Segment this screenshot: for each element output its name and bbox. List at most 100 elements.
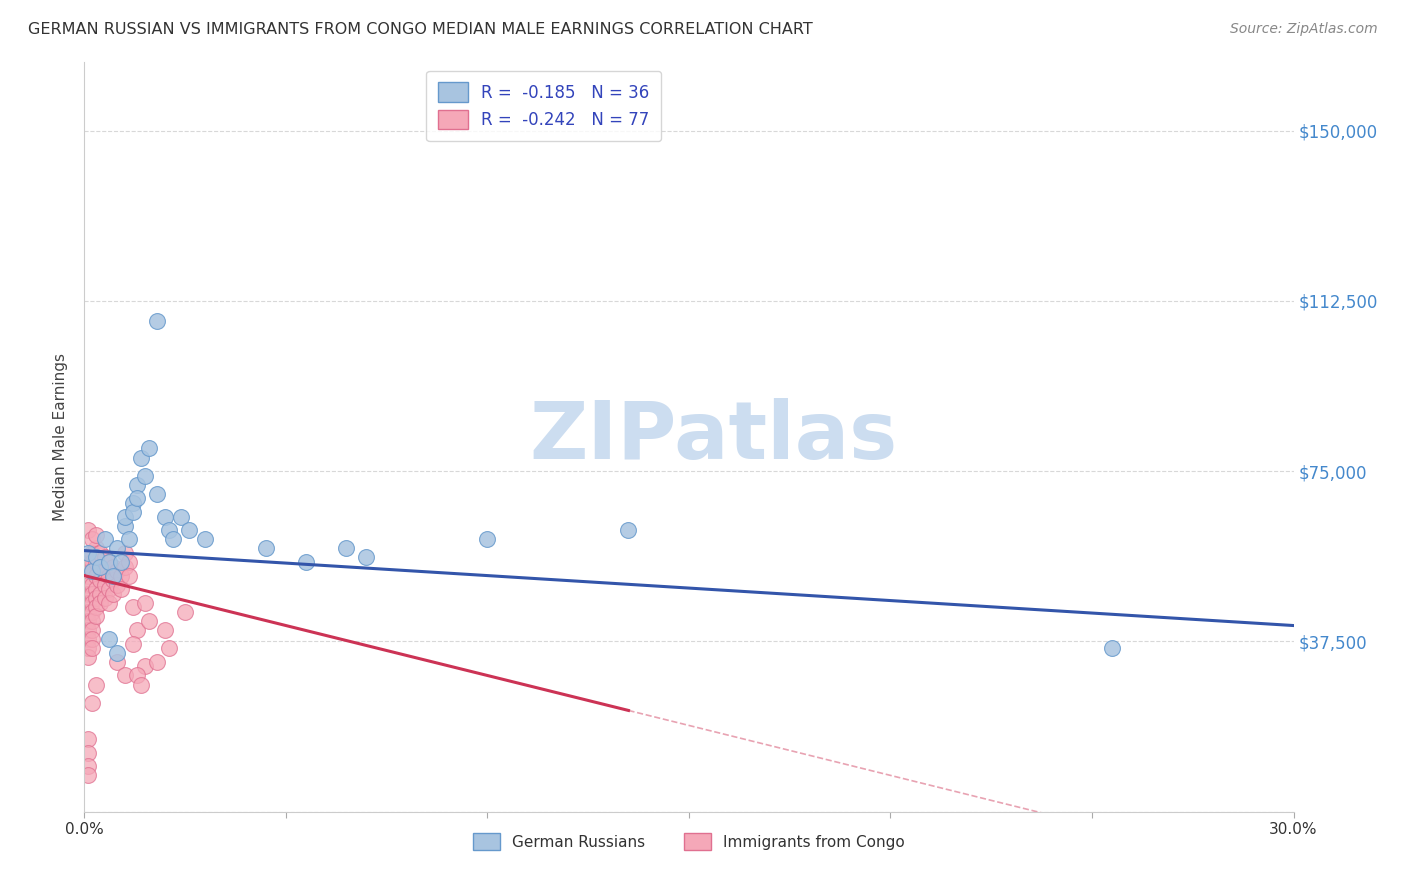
Point	[121, 505, 143, 519]
Text: Source: ZipAtlas.com: Source: ZipAtlas.com	[1230, 22, 1378, 37]
Point	[146, 487, 169, 501]
Point	[105, 646, 128, 660]
Point	[153, 509, 176, 524]
Point	[125, 623, 148, 637]
Text: ZIPatlas: ZIPatlas	[529, 398, 897, 476]
Point	[93, 564, 115, 578]
Point	[97, 632, 120, 647]
Point	[82, 614, 104, 628]
Point	[77, 596, 100, 610]
Point	[89, 559, 111, 574]
Point	[114, 509, 136, 524]
Point	[121, 637, 143, 651]
Point	[97, 555, 120, 569]
Point	[335, 541, 357, 556]
Point	[114, 668, 136, 682]
Point	[86, 568, 108, 582]
Point	[89, 596, 111, 610]
Point	[97, 555, 120, 569]
Point	[105, 655, 128, 669]
Point	[82, 546, 104, 560]
Point	[101, 587, 124, 601]
Point	[82, 596, 104, 610]
Point	[89, 587, 111, 601]
Point	[86, 591, 108, 606]
Point	[134, 596, 156, 610]
Point	[295, 555, 318, 569]
Point	[110, 582, 132, 597]
Point	[118, 533, 141, 547]
Point	[146, 655, 169, 669]
Point	[477, 533, 499, 547]
Point	[82, 623, 104, 637]
Point	[179, 523, 201, 537]
Point	[93, 577, 115, 591]
Point	[77, 746, 100, 760]
Point	[121, 600, 143, 615]
Point	[89, 573, 111, 587]
Point	[86, 555, 108, 569]
Point	[77, 614, 100, 628]
Point	[194, 533, 217, 547]
Point	[82, 632, 104, 647]
Point	[97, 596, 120, 610]
Point	[93, 591, 115, 606]
Point	[121, 496, 143, 510]
Point	[77, 732, 100, 747]
Point	[174, 605, 197, 619]
Point	[125, 668, 148, 682]
Point	[97, 568, 120, 582]
Point	[125, 491, 148, 506]
Point	[86, 582, 108, 597]
Point	[114, 518, 136, 533]
Point	[138, 614, 160, 628]
Point	[77, 605, 100, 619]
Point	[77, 568, 100, 582]
Point	[105, 564, 128, 578]
Point	[86, 541, 108, 556]
Point	[77, 577, 100, 591]
Point	[77, 650, 100, 665]
Point	[114, 559, 136, 574]
Point	[82, 641, 104, 656]
Point	[254, 541, 277, 556]
Point	[129, 677, 152, 691]
Point	[86, 600, 108, 615]
Point	[77, 759, 100, 773]
Point	[77, 546, 100, 560]
Text: GERMAN RUSSIAN VS IMMIGRANTS FROM CONGO MEDIAN MALE EARNINGS CORRELATION CHART: GERMAN RUSSIAN VS IMMIGRANTS FROM CONGO …	[28, 22, 813, 37]
Point	[86, 609, 108, 624]
Point	[134, 659, 156, 673]
Point	[105, 541, 128, 556]
Point	[125, 477, 148, 491]
Legend: German Russians, Immigrants from Congo: German Russians, Immigrants from Congo	[467, 827, 911, 856]
Point	[82, 696, 104, 710]
Point	[82, 555, 104, 569]
Point	[89, 546, 111, 560]
Point	[82, 564, 104, 578]
Point	[82, 587, 104, 601]
Point	[82, 564, 104, 578]
Point	[93, 533, 115, 547]
Point	[89, 559, 111, 574]
Point	[617, 523, 640, 537]
Point	[1101, 641, 1123, 656]
Point	[153, 623, 176, 637]
Point	[157, 523, 180, 537]
Point	[162, 533, 184, 547]
Point	[101, 573, 124, 587]
Point	[356, 550, 378, 565]
Point	[77, 768, 100, 782]
Point	[77, 523, 100, 537]
Point	[77, 550, 100, 565]
Point	[101, 559, 124, 574]
Point	[86, 550, 108, 565]
Point	[77, 623, 100, 637]
Point	[77, 641, 100, 656]
Point	[134, 468, 156, 483]
Point	[157, 641, 180, 656]
Y-axis label: Median Male Earnings: Median Male Earnings	[53, 353, 69, 521]
Point	[138, 442, 160, 456]
Point	[82, 605, 104, 619]
Point	[114, 546, 136, 560]
